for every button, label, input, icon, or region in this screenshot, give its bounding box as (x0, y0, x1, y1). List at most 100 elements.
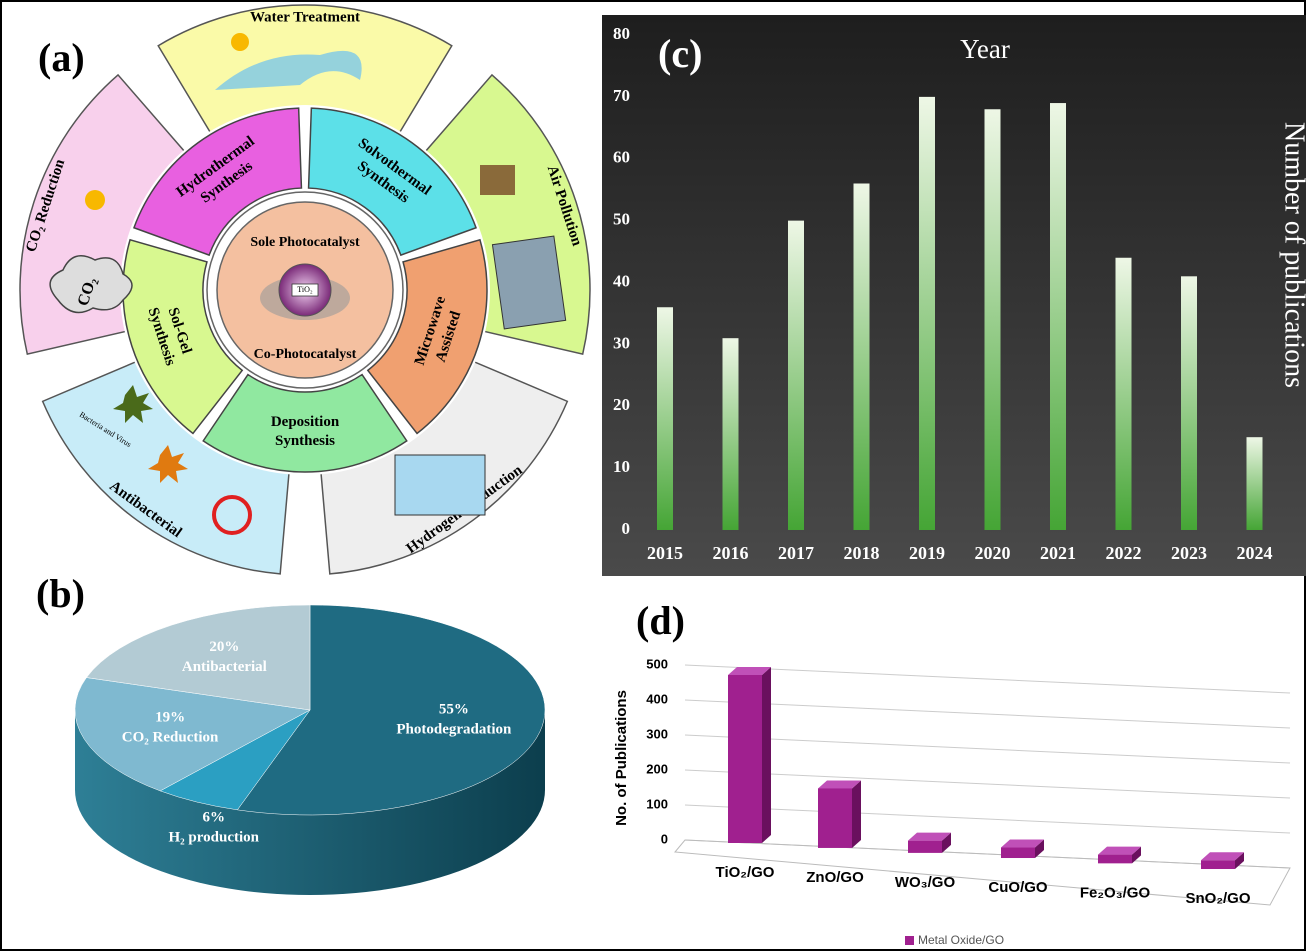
synthesis-label: Synthesis (275, 433, 335, 449)
bar (853, 183, 870, 530)
y-axis-title: Number of publications (1279, 122, 1306, 388)
pie-slice (86, 604, 311, 711)
synthesis-sector (122, 238, 244, 435)
panel-label: (c) (658, 31, 702, 76)
slice-label: Photodegradation (396, 722, 512, 738)
x-tick-label: 2022 (1106, 543, 1142, 563)
slice-value-label: 20% (209, 639, 239, 655)
bar (788, 220, 804, 530)
x-tick-label: 2018 (844, 543, 880, 563)
no-sign (212, 495, 252, 535)
bar-side (942, 832, 951, 853)
bar (919, 96, 935, 530)
bar-top (818, 780, 861, 789)
y-tick-label: 50 (613, 210, 630, 229)
water-wave (215, 50, 362, 90)
bar-top (1201, 852, 1244, 861)
pie-slice (236, 604, 546, 816)
x-tick-label: 2015 (647, 543, 683, 563)
panel-label: (d) (636, 598, 685, 643)
slice-label: H₂ production (169, 830, 260, 846)
panel-label: (b) (36, 571, 85, 616)
y-tick-label: 400 (646, 691, 668, 706)
x-tick-label: WO₃/GO (895, 874, 956, 891)
y-tick-label: 10 (613, 457, 630, 476)
x-tick-label: 2017 (778, 543, 814, 563)
factory (480, 165, 515, 195)
x-axis-title: Year (960, 34, 1010, 64)
bar (1098, 854, 1132, 864)
y-tick-label: 0 (622, 519, 631, 538)
bar-side (1235, 852, 1244, 870)
application-label: Water Treatment (250, 9, 360, 25)
legend-label: Metal Oxide/GO (918, 933, 1004, 947)
sun (85, 190, 105, 210)
bar (1181, 276, 1197, 530)
bacteria (113, 385, 153, 423)
y-tick-label: 500 (646, 656, 668, 671)
bar-side (852, 780, 861, 848)
hydrogen-tank (394, 454, 486, 516)
synthesis-sector (202, 373, 408, 473)
synthesis-sector (366, 238, 488, 435)
slice-value-label: 6% (203, 810, 226, 826)
bar (1115, 257, 1132, 530)
synthesis-label: Deposition (271, 414, 340, 430)
y-tick-label: 70 (613, 86, 630, 105)
x-tick-label: Fe₂O₃/GO (1080, 884, 1151, 901)
legend-swatch (905, 936, 914, 945)
synthesis-sector (133, 107, 303, 257)
y-tick-label: 40 (613, 271, 630, 290)
center-top: Sole Photocatalyst (250, 235, 360, 250)
synthesis-sector (307, 107, 477, 257)
bar (1201, 860, 1235, 870)
x-tick-label: 2024 (1237, 543, 1273, 563)
x-tick-label: 2023 (1171, 543, 1207, 563)
bar-side (1035, 839, 1044, 859)
panel-c-background (602, 15, 1306, 576)
cloud (49, 255, 133, 314)
tio2-box (291, 283, 319, 297)
panel-label: (a) (38, 35, 85, 80)
y-tick-label: 60 (613, 148, 630, 167)
x-tick-label: 2019 (909, 543, 945, 563)
y-axis-title: No. of Publications (613, 690, 630, 826)
x-tick-label: SnO₂/GO (1185, 890, 1250, 907)
bar (984, 109, 1001, 530)
bar-top (1001, 839, 1044, 848)
grid-line (684, 699, 1291, 729)
bar-side (762, 667, 771, 843)
x-tick-label: 2021 (1040, 543, 1076, 563)
sun (231, 33, 249, 51)
slice-value-label: 19% (155, 710, 185, 726)
y-tick-label: 300 (646, 726, 668, 741)
x-tick-label: ZnO/GO (806, 869, 864, 886)
y-tick-label: 80 (613, 24, 630, 43)
y-tick-label: 20 (613, 395, 630, 414)
y-tick-label: 0 (661, 831, 668, 846)
grid-line (684, 769, 1291, 799)
bar (1050, 103, 1066, 530)
bar (1001, 847, 1035, 859)
floor (674, 839, 1291, 906)
bar-top (728, 667, 771, 675)
slice-value-label: 55% (439, 702, 469, 718)
x-tick-label: TiO₂/GO (716, 864, 775, 881)
grid-line (684, 734, 1291, 764)
slice-label: Antibacterial (182, 659, 267, 675)
y-tick-label: 30 (613, 333, 630, 352)
grid-line (684, 664, 1291, 694)
bar-top (1098, 846, 1141, 855)
bar (657, 307, 673, 530)
bar (728, 675, 762, 843)
x-tick-label: CuO/GO (988, 879, 1047, 896)
bar (722, 338, 739, 530)
bar (908, 840, 942, 853)
landscape (491, 235, 567, 330)
center-bottom: Co-Photocatalyst (254, 347, 357, 362)
x-tick-label: 2016 (713, 543, 749, 563)
x-tick-label: 2020 (975, 543, 1011, 563)
bar (1246, 437, 1263, 530)
virus (148, 445, 188, 483)
